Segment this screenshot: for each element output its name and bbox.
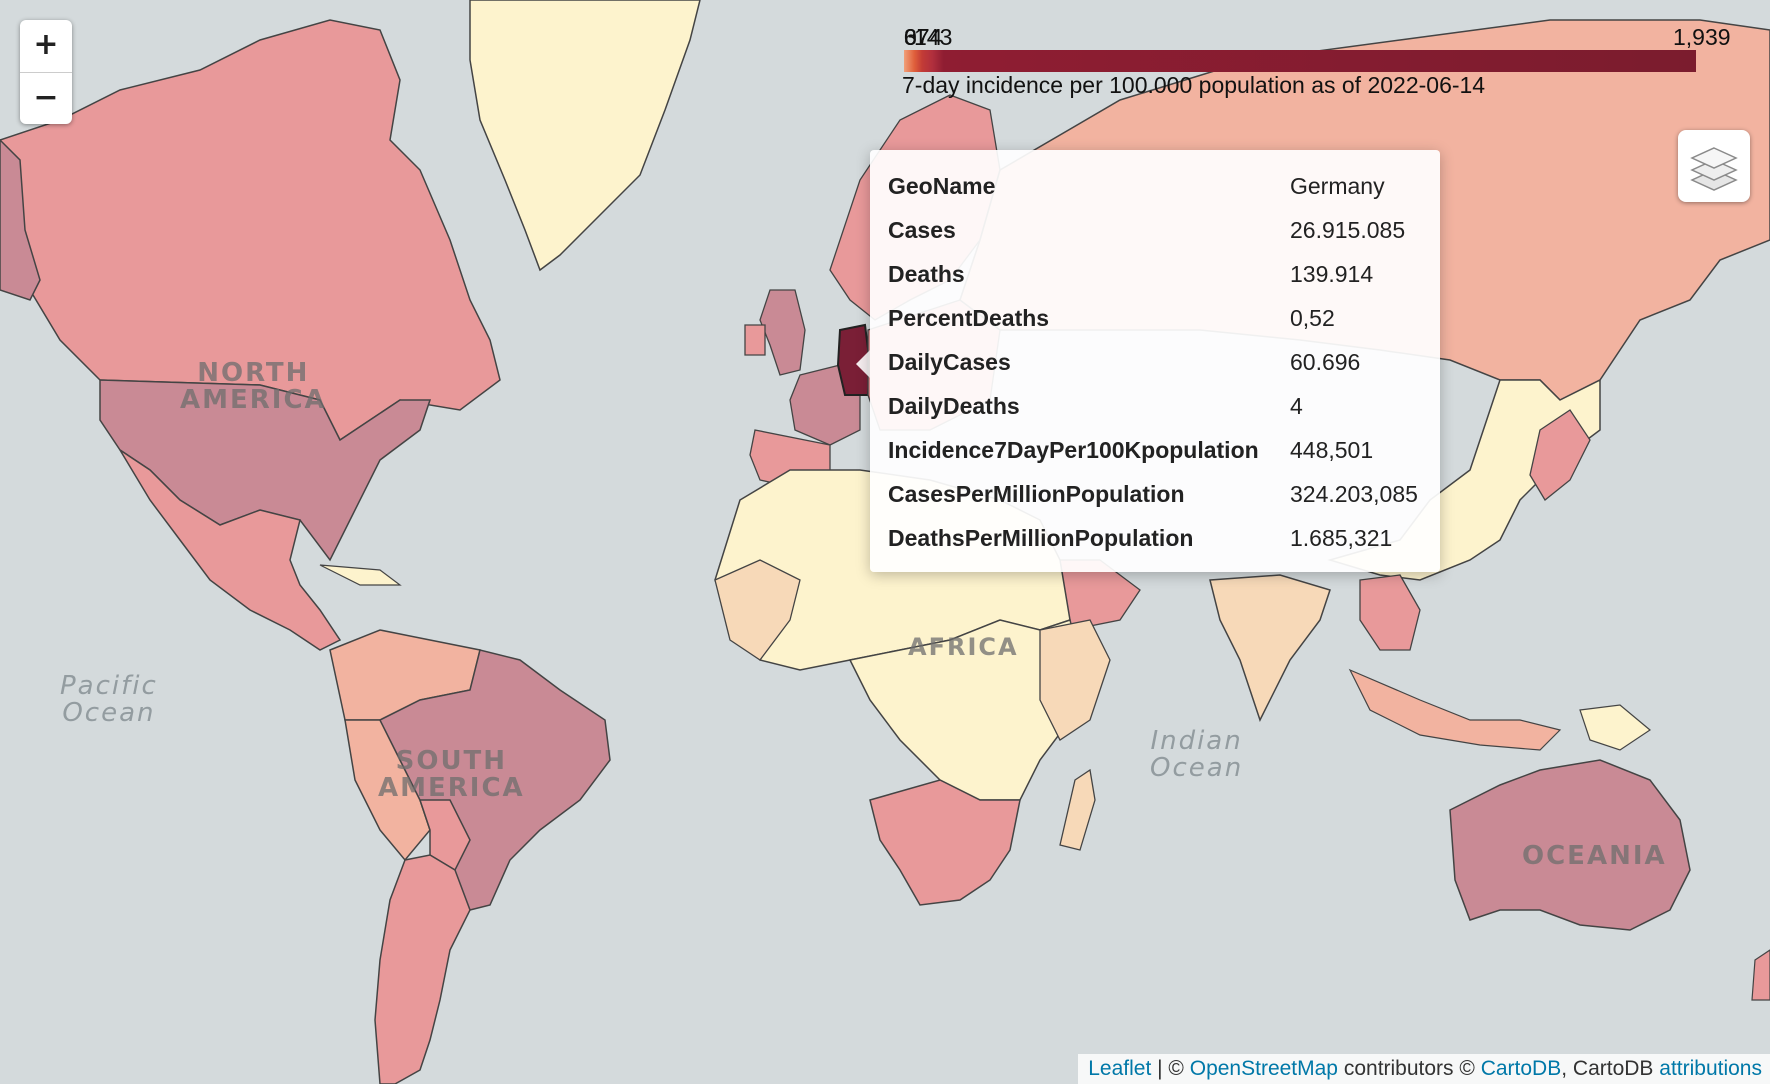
legend-tick-1: 67 xyxy=(904,24,930,50)
legend-tick-4: 1,939 xyxy=(1673,24,1731,50)
country-southern-africa[interactable] xyxy=(869,779,1021,906)
layers-control-button[interactable] xyxy=(1678,130,1750,202)
country-greenland[interactable] xyxy=(469,0,701,272)
popup-value: 324.203,085 xyxy=(1290,481,1418,507)
country-japan[interactable] xyxy=(1529,409,1591,501)
cartodb-link[interactable]: CartoDB xyxy=(1480,1057,1562,1080)
label-north-america: NORTH AMERICA xyxy=(180,358,327,416)
country-usa-alaska[interactable] xyxy=(0,138,41,301)
country-southeast-asia[interactable] xyxy=(1359,574,1421,651)
map-attribution: Leaflet | © OpenStreetMap contributors ©… xyxy=(1078,1054,1770,1084)
country-argentina-chile[interactable] xyxy=(374,854,471,1084)
label-oceania: OCEANIA xyxy=(1522,841,1667,871)
popup-row-deaths-per-million: DeathsPerMillionPopulation 1.685,321 xyxy=(888,516,1392,560)
attribution-cartodb-text: , CartoDB xyxy=(1561,1057,1660,1080)
popup-key: Cases xyxy=(888,217,956,243)
popup-value: 60.696 xyxy=(1290,349,1361,375)
country-west-africa[interactable] xyxy=(714,559,801,661)
popup-key: Deaths xyxy=(888,261,965,287)
popup-key: DailyDeaths xyxy=(888,393,1020,419)
layers-icon xyxy=(1690,147,1738,191)
popup-key: CasesPerMillionPopulation xyxy=(888,481,1185,507)
popup-row-cases: Cases 26.915.085 xyxy=(888,208,1405,252)
leaflet-link[interactable]: Leaflet xyxy=(1088,1057,1152,1080)
color-legend: 0 67 143 374 1,939 7-day incidence per 1… xyxy=(890,20,1770,110)
label-south-america: SOUTH AMERICA xyxy=(378,746,525,804)
popup-key: DailyCases xyxy=(888,349,1011,375)
attribution-contributors: contributors © xyxy=(1338,1057,1481,1080)
popup-key: DeathsPerMillionPopulation xyxy=(888,525,1194,551)
country-popup: GeoName Germany Cases 26.915.085 Deaths 139… xyxy=(870,150,1440,572)
popup-value: 26.915.085 xyxy=(1290,217,1406,243)
country-uk[interactable] xyxy=(759,289,806,376)
label-pacific-ocean: Pacific Ocean xyxy=(60,671,158,729)
openstreetmap-link[interactable]: OpenStreetMap xyxy=(1189,1057,1338,1080)
popup-row-cases-per-million: CasesPerMillionPopulation 324.203,085 xyxy=(888,472,1418,516)
country-australia[interactable] xyxy=(1449,759,1691,931)
zoom-out-button[interactable]: − xyxy=(20,72,72,124)
country-indonesia[interactable] xyxy=(1348,668,1562,751)
country-east-africa[interactable] xyxy=(1039,619,1111,741)
legend-caption: 7-day incidence per 100.000 population a… xyxy=(902,72,1486,98)
popup-value: Germany xyxy=(1290,173,1385,199)
popup-value: 139.914 xyxy=(1290,261,1374,287)
country-ireland[interactable] xyxy=(744,324,766,356)
attributions-link[interactable]: attributions xyxy=(1659,1057,1762,1080)
popup-row-incidence: Incidence7DayPer100Kpopulation 448,501 xyxy=(888,428,1373,472)
popup-value: 448,501 xyxy=(1290,437,1374,463)
country-mexico[interactable] xyxy=(119,449,342,651)
country-papua[interactable] xyxy=(1579,704,1652,751)
zoom-in-button[interactable]: + xyxy=(33,27,59,62)
legend-tick-2: 143 xyxy=(914,24,953,50)
popup-row-daily-cases: DailyCases 60.696 xyxy=(888,340,1360,384)
popup-tip xyxy=(856,350,870,378)
country-new-zealand[interactable] xyxy=(1751,949,1770,1001)
popup-row-geoname: GeoName Germany xyxy=(888,164,1385,208)
attribution-separator: | © xyxy=(1151,1057,1190,1080)
popup-row-daily-deaths: DailyDeaths 4 xyxy=(888,384,1303,428)
label-africa: AFRICA xyxy=(908,633,1019,661)
zoom-control: + − xyxy=(20,20,72,124)
label-indian-ocean: Indian Ocean xyxy=(1150,726,1244,784)
popup-row-deaths: Deaths 139.914 xyxy=(888,252,1373,296)
country-india[interactable] xyxy=(1209,574,1331,722)
popup-value: 0,52 xyxy=(1290,305,1335,331)
popup-value: 4 xyxy=(1290,393,1303,419)
popup-key: Incidence7DayPer100Kpopulation xyxy=(888,437,1259,463)
legend-tick-0: 0 xyxy=(904,24,917,50)
popup-key: PercentDeaths xyxy=(888,305,1050,331)
legend-gradient-bar xyxy=(904,50,1696,72)
popup-key: GeoName xyxy=(888,173,996,199)
country-madagascar[interactable] xyxy=(1059,768,1096,851)
legend-tick-3: 374 xyxy=(904,24,943,50)
popup-value: 1.685,321 xyxy=(1290,525,1393,551)
popup-row-percent-deaths: PercentDeaths 0,52 xyxy=(888,296,1335,340)
country-caribbean[interactable] xyxy=(319,564,402,586)
country-china[interactable] xyxy=(1327,378,1601,581)
